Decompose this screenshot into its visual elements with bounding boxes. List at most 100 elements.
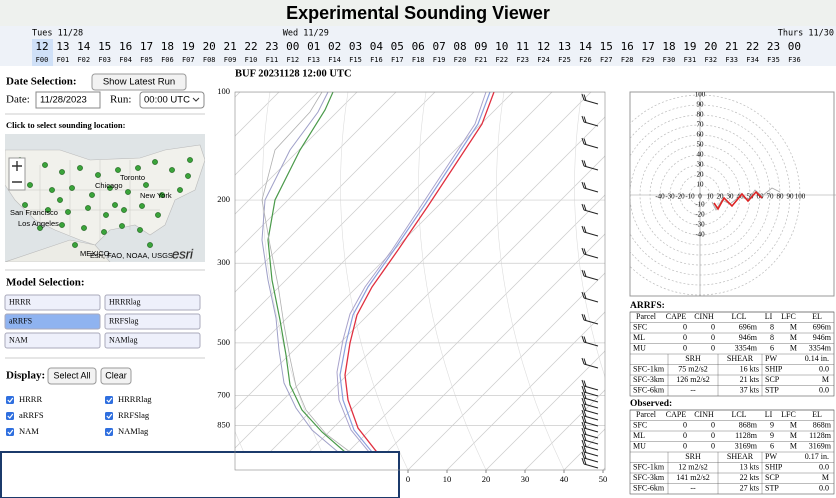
forecast-label[interactable]: F10 xyxy=(245,56,258,64)
hour-label[interactable]: 13 xyxy=(56,40,69,53)
hour-label[interactable]: 21 xyxy=(725,40,738,53)
hour-label[interactable]: 00 xyxy=(788,40,801,53)
forecast-label[interactable]: F15 xyxy=(349,56,362,64)
hour-label[interactable]: 19 xyxy=(683,40,696,53)
hour-label[interactable]: 18 xyxy=(161,40,174,53)
checkbox[interactable] xyxy=(6,396,14,404)
forecast-label[interactable]: F08 xyxy=(203,56,216,64)
checkbox-label[interactable]: RRFSlag xyxy=(118,410,150,420)
checkbox[interactable] xyxy=(105,396,113,404)
station-dot[interactable] xyxy=(89,192,95,198)
hour-label[interactable]: 18 xyxy=(662,40,675,53)
hour-label[interactable]: 17 xyxy=(140,40,153,53)
select-all-button[interactable] xyxy=(47,367,97,385)
forecast-label[interactable]: F22 xyxy=(495,56,508,64)
station-dot[interactable] xyxy=(125,189,131,195)
station-dot[interactable] xyxy=(103,212,109,218)
station-dot[interactable] xyxy=(81,225,87,231)
hour-label[interactable]: 23 xyxy=(767,40,780,53)
hour-label[interactable]: 12 xyxy=(537,40,550,53)
hour-label[interactable]: 05 xyxy=(391,40,404,53)
model-button-label[interactable]: HRRR xyxy=(9,297,31,306)
station-dot[interactable] xyxy=(57,197,63,203)
station-dot[interactable] xyxy=(107,185,113,191)
station-dot[interactable] xyxy=(65,209,71,215)
hour-label[interactable]: 15 xyxy=(98,40,111,53)
station-dot[interactable] xyxy=(72,242,78,248)
station-dot[interactable] xyxy=(119,223,125,229)
hour-label[interactable]: 20 xyxy=(704,40,717,53)
checkbox-label[interactable]: aRRFS xyxy=(19,410,44,420)
model-button[interactable] xyxy=(4,313,101,330)
station-dot[interactable] xyxy=(143,182,149,188)
station-dot[interactable] xyxy=(177,187,183,193)
clear-button[interactable] xyxy=(100,367,132,385)
forecast-label[interactable]: F05 xyxy=(140,56,153,64)
hour-label[interactable]: 16 xyxy=(621,40,634,53)
forecast-label[interactable]: F20 xyxy=(454,56,467,64)
run-value[interactable]: 00:00 UTC xyxy=(144,95,190,106)
hour-label[interactable]: 23 xyxy=(265,40,278,53)
forecast-label[interactable]: F17 xyxy=(391,56,404,64)
hour-label[interactable]: 14 xyxy=(579,40,593,53)
hour-label[interactable]: 21 xyxy=(223,40,236,53)
forecast-label[interactable]: F21 xyxy=(475,56,488,64)
hour-label[interactable]: 12 xyxy=(35,40,48,53)
hour-label[interactable]: 06 xyxy=(412,40,425,53)
forecast-label[interactable]: F00 xyxy=(36,56,49,64)
station-dot[interactable] xyxy=(152,159,158,165)
hour-label[interactable]: 13 xyxy=(558,40,571,53)
station-dot[interactable] xyxy=(85,205,91,211)
model-button-label[interactable]: RRFSlag xyxy=(109,316,138,325)
forecast-label[interactable]: F01 xyxy=(57,56,70,64)
forecast-label[interactable]: F23 xyxy=(516,56,529,64)
hour-label[interactable]: 00 xyxy=(286,40,299,53)
station-dot[interactable] xyxy=(137,227,143,233)
checkbox[interactable] xyxy=(105,412,113,420)
model-button-label[interactable]: NAMlag xyxy=(109,335,137,344)
model-button[interactable] xyxy=(4,294,101,311)
station-dot[interactable] xyxy=(101,229,107,235)
model-button-label[interactable]: NAM xyxy=(9,335,28,344)
checkbox-label[interactable]: HRRR xyxy=(19,394,42,404)
forecast-label[interactable]: F09 xyxy=(224,56,237,64)
forecast-label[interactable]: F29 xyxy=(642,56,655,64)
station-dot[interactable] xyxy=(49,187,55,193)
station-dot[interactable] xyxy=(27,182,33,188)
station-dot[interactable] xyxy=(59,222,65,228)
checkbox-label[interactable]: HRRRlag xyxy=(118,394,152,404)
hour-label[interactable]: 10 xyxy=(495,40,508,53)
forecast-label[interactable]: F24 xyxy=(537,56,550,64)
model-button[interactable] xyxy=(104,332,201,349)
forecast-label[interactable]: F27 xyxy=(600,56,613,64)
forecast-label[interactable]: F30 xyxy=(663,56,676,64)
forecast-label[interactable]: F07 xyxy=(182,56,195,64)
forecast-label[interactable]: F26 xyxy=(579,56,592,64)
forecast-label[interactable]: F11 xyxy=(266,56,279,64)
station-dot[interactable] xyxy=(37,225,43,231)
station-dot[interactable] xyxy=(121,207,127,213)
hour-label[interactable]: 11 xyxy=(516,40,529,53)
station-dot[interactable] xyxy=(139,203,145,209)
model-button[interactable] xyxy=(4,332,101,349)
station-dot[interactable] xyxy=(147,242,153,248)
station-dot[interactable] xyxy=(95,172,101,178)
forecast-label[interactable]: F19 xyxy=(433,56,446,64)
checkbox[interactable] xyxy=(6,412,14,420)
hour-label[interactable]: 08 xyxy=(453,40,466,53)
select-all-label[interactable]: Select All xyxy=(53,370,90,380)
station-dot[interactable] xyxy=(69,185,75,191)
station-dot[interactable] xyxy=(135,165,141,171)
hour-label[interactable]: 22 xyxy=(746,40,759,53)
station-dot[interactable] xyxy=(185,173,191,179)
station-dot[interactable] xyxy=(59,169,65,175)
hour-label[interactable]: 14 xyxy=(77,40,91,53)
station-dot[interactable] xyxy=(159,192,165,198)
forecast-label[interactable]: F16 xyxy=(370,56,383,64)
checkbox[interactable] xyxy=(105,428,113,436)
checkbox-label[interactable]: NAM xyxy=(19,426,39,436)
model-button-label[interactable]: aRRFS xyxy=(9,316,32,325)
hour-label[interactable]: 09 xyxy=(474,40,487,53)
clear-label[interactable]: Clear xyxy=(105,370,127,380)
forecast-label[interactable]: F28 xyxy=(621,56,634,64)
